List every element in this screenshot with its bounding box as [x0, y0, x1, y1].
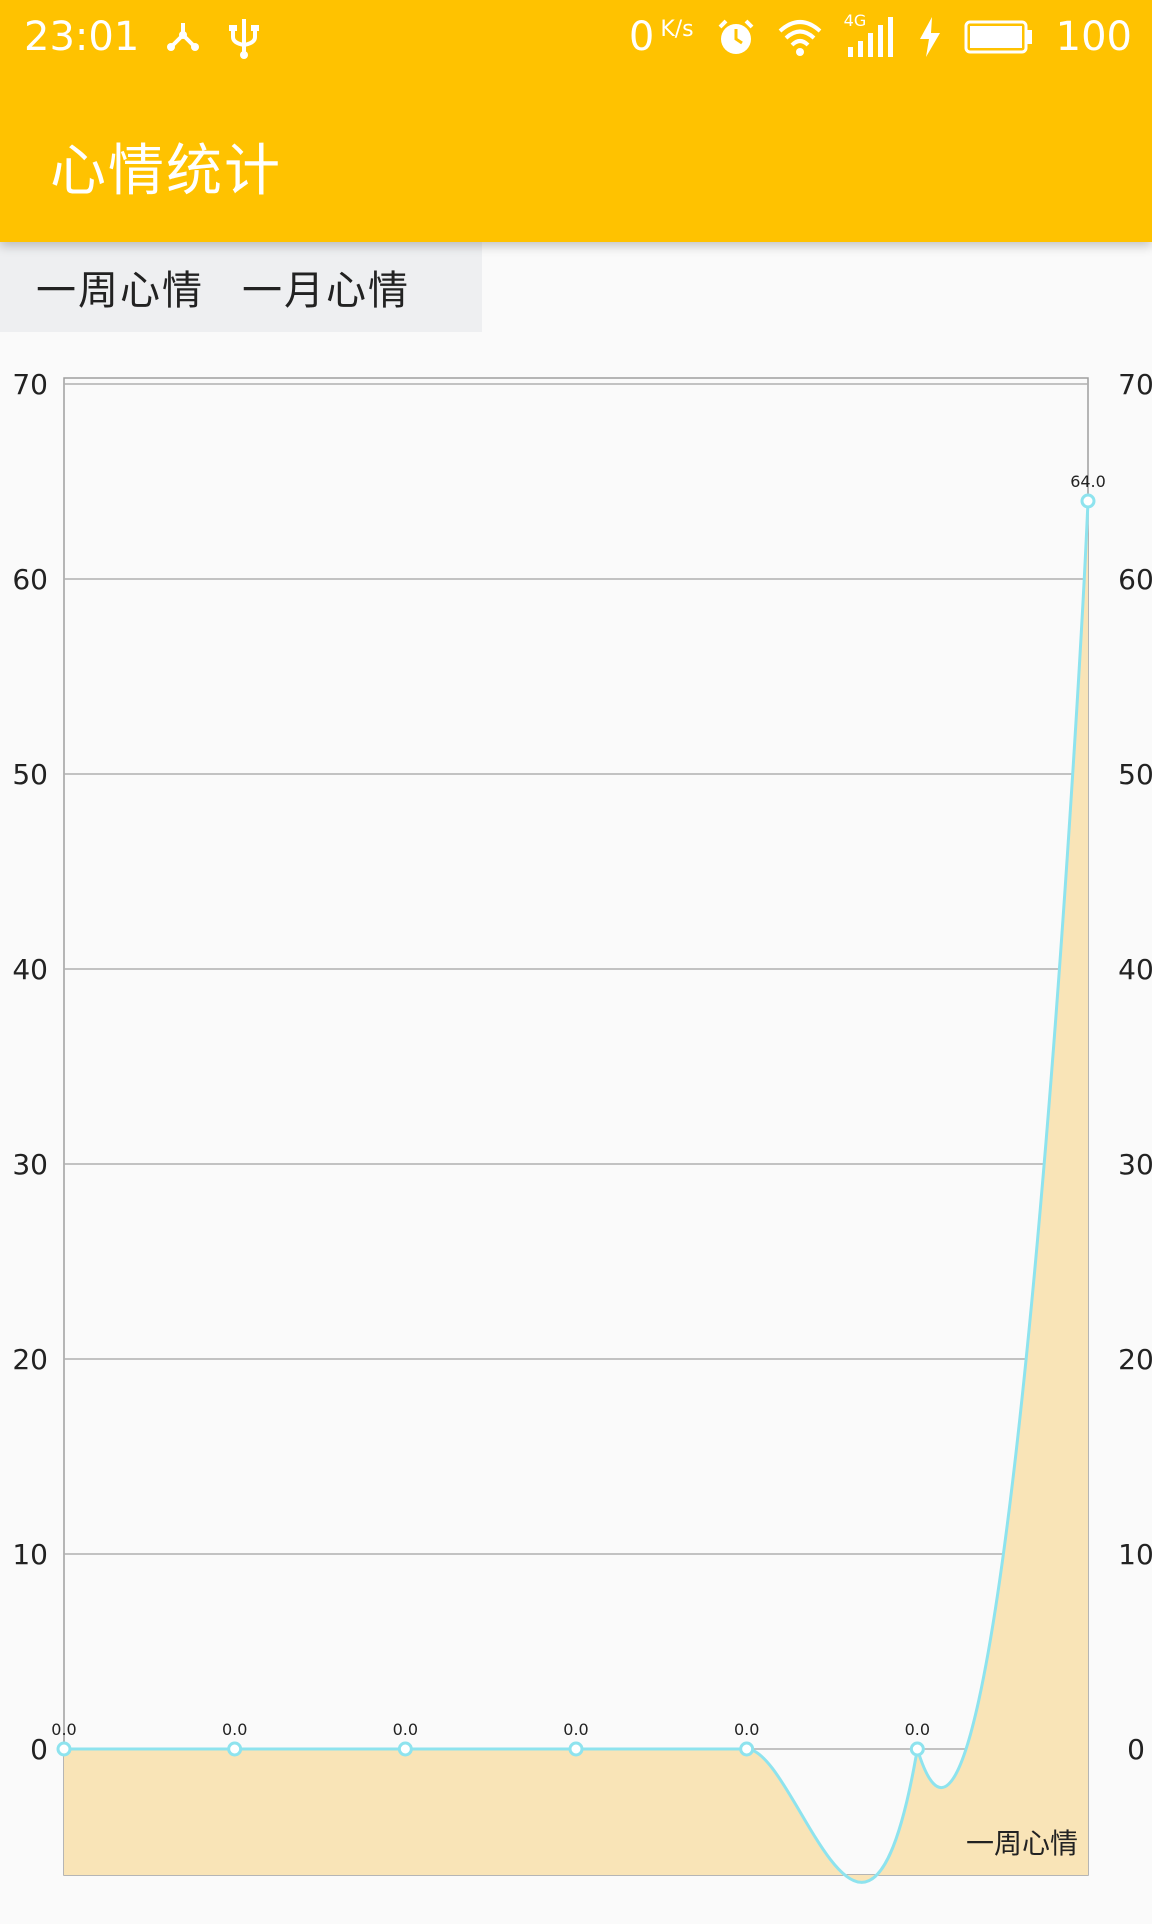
- data-point: [739, 1741, 755, 1757]
- y-tick-label-left: 10: [12, 1538, 48, 1571]
- y-tick-label-right: 0: [1127, 1733, 1145, 1766]
- page-title: 心情统计: [50, 139, 282, 204]
- data-value-label: 0.0: [222, 1720, 247, 1739]
- y-tick-label-right: 50: [1118, 758, 1152, 791]
- tab-week-mood[interactable]: 一周心情: [36, 268, 204, 314]
- y-tick-label-left: 70: [12, 368, 48, 401]
- tab-bar: 一周心情 一月心情: [0, 242, 482, 332]
- usb-tether-icon: [167, 23, 200, 51]
- y-tick-label-left: 20: [12, 1343, 48, 1376]
- signal-icon: 4G: [844, 11, 896, 57]
- data-value-label: 0.0: [563, 1720, 588, 1739]
- y-tick-label-right: 60: [1118, 563, 1152, 596]
- series-line: [64, 500, 1090, 1884]
- charging-icon: [919, 17, 940, 57]
- app-bar: 23:01 0 K/s: [0, 0, 1152, 242]
- data-value-label: 0.0: [905, 1720, 930, 1739]
- net-speed-text: 0 K/s: [628, 14, 694, 60]
- data-value-label: 0.0: [393, 1720, 418, 1739]
- y-tick-label-right: 70: [1118, 368, 1152, 401]
- network-type-text: 4G: [843, 11, 867, 30]
- line-chart: 0 0 10 10 20 20 30 30 40 40 50 50 60 60 70 70 0.0 0.0 0.0 0…: [12, 368, 1152, 1884]
- data-point: [568, 1741, 584, 1757]
- y-tick-label-left: 0: [30, 1733, 48, 1766]
- data-value-label: 0.0: [734, 1720, 759, 1739]
- data-point: [227, 1741, 243, 1757]
- data-point: [909, 1741, 925, 1757]
- net-unit-text: K/s: [660, 16, 694, 42]
- data-point: [1080, 493, 1096, 509]
- status-bar: 23:01 0 K/s: [0, 0, 1152, 78]
- y-tick-label-left: 30: [12, 1148, 48, 1181]
- y-tick-label-right: 20: [1118, 1343, 1152, 1376]
- battery-icon: [964, 20, 1032, 54]
- mood-chart: 0 0 10 10 20 20 30 30 40 40 50 50 60 60 70 70 0.0 0.0 0.0 0…: [0, 340, 1152, 1920]
- tab-month-mood[interactable]: 一月心情: [242, 268, 410, 314]
- data-value-label: 64.0: [1070, 472, 1106, 491]
- y-tick-label-left: 60: [12, 563, 48, 596]
- clock-text: 23:01: [24, 14, 140, 60]
- y-tick-label-right: 10: [1118, 1538, 1152, 1571]
- data-point: [397, 1741, 413, 1757]
- data-point: [56, 1741, 72, 1757]
- y-tick-label-right: 30: [1118, 1148, 1152, 1181]
- data-value-label: 0.0: [51, 1720, 76, 1739]
- alarm-icon: [718, 19, 754, 54]
- wifi-icon: [778, 20, 821, 56]
- plot-frame: [63, 377, 1089, 1876]
- y-tick-label-left: 50: [12, 758, 48, 791]
- battery-level-text: 100: [1055, 14, 1132, 60]
- y-tick-label-left: 40: [12, 953, 48, 986]
- usb-icon: [229, 19, 260, 59]
- series-area-fill: [64, 501, 1088, 1883]
- y-tick-label-right: 40: [1118, 953, 1152, 986]
- legend-label: 一周心情: [966, 1827, 1078, 1860]
